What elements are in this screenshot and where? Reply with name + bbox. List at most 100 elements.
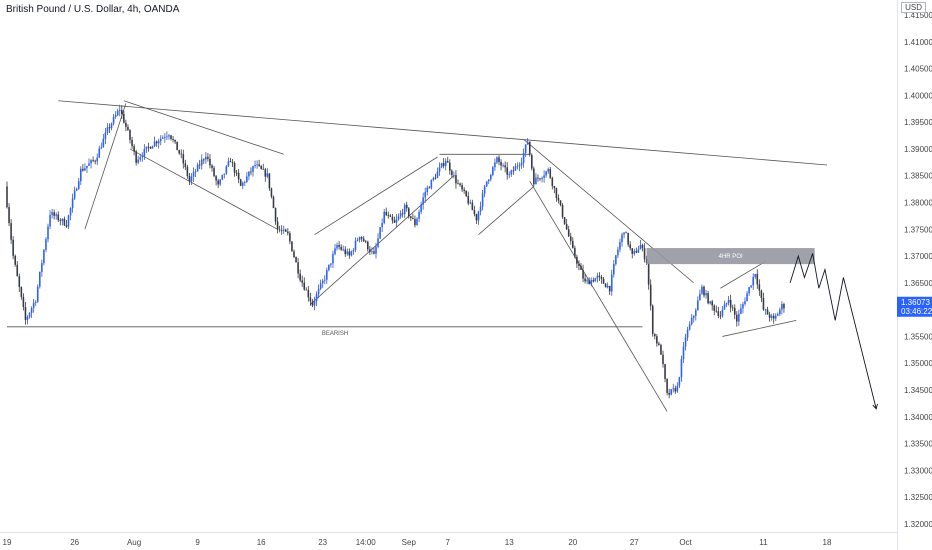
candle-body — [373, 251, 375, 254]
candle-body — [184, 163, 187, 168]
candle — [578, 260, 580, 271]
candle — [494, 158, 496, 171]
candle-body — [280, 230, 283, 232]
candle-body — [272, 196, 275, 208]
candle — [633, 248, 636, 256]
candle — [237, 169, 240, 184]
candle-body — [777, 314, 779, 316]
candle-body — [438, 167, 441, 172]
candle — [186, 164, 189, 179]
candle-body — [504, 165, 506, 168]
candle — [188, 172, 191, 185]
candle-body — [139, 157, 142, 160]
candle — [75, 187, 78, 192]
candle-body — [8, 207, 10, 224]
candle — [451, 169, 453, 178]
candle-body — [633, 251, 636, 254]
price-tick-label: 1.39500 — [904, 118, 932, 127]
candle — [203, 158, 205, 164]
candle-body — [162, 137, 164, 139]
candle-body — [330, 263, 332, 265]
candle — [26, 315, 29, 325]
candle — [16, 261, 19, 277]
candle-body — [364, 241, 367, 243]
trendlines-layer[interactable] — [7, 100, 828, 412]
candle-body — [639, 244, 642, 250]
candle-body — [323, 279, 326, 281]
candle-body — [34, 301, 37, 303]
candle-body — [200, 159, 203, 166]
candle-body — [713, 305, 716, 311]
candle — [369, 246, 371, 255]
candle — [73, 186, 76, 200]
candle — [133, 144, 135, 156]
candle — [149, 146, 152, 149]
candle — [660, 343, 662, 355]
candle-body — [699, 293, 701, 301]
candle — [356, 237, 359, 242]
price-axis[interactable]: 1.41500 1.41000 1.40500 1.40000 1.39500 1.390… — [904, 11, 932, 529]
time-axis[interactable]: 19 26 Aug 9 16 23 14:00 Sep 7 13 20 27 Oct 11 18 — [3, 538, 832, 547]
currency-badge[interactable]: USD — [901, 2, 926, 13]
bearish-label: BEARISH — [322, 331, 348, 337]
candle-body — [559, 200, 562, 206]
candle-body — [666, 378, 668, 393]
candle-body — [334, 248, 336, 255]
candle-body — [258, 164, 260, 166]
candle — [350, 250, 353, 257]
candle-body — [588, 280, 590, 285]
candle-body — [432, 177, 435, 180]
candle-body — [108, 127, 111, 129]
candle — [22, 293, 25, 311]
candle-body — [207, 156, 209, 159]
candle-body — [348, 251, 351, 256]
candle — [225, 165, 228, 175]
candle — [719, 310, 722, 320]
candle-body — [578, 263, 580, 266]
candle — [248, 171, 250, 181]
candle — [444, 158, 447, 171]
candle — [270, 187, 273, 199]
candle — [643, 243, 646, 263]
candle — [227, 157, 230, 167]
candle — [100, 142, 103, 150]
candle — [524, 144, 527, 158]
time-tick-label: 14:00 — [356, 538, 377, 547]
candle — [537, 174, 539, 182]
candle — [387, 211, 390, 219]
candle — [465, 190, 467, 198]
candle-body — [321, 280, 324, 284]
candle — [164, 132, 166, 143]
candle-body — [43, 249, 45, 264]
candle — [629, 241, 631, 251]
candle-body — [239, 179, 242, 186]
candle — [28, 312, 31, 319]
trendline — [478, 186, 535, 235]
poi-zone[interactable]: 4HR POI — [646, 248, 815, 265]
candle-body — [584, 278, 586, 282]
candle — [332, 250, 334, 268]
candle — [223, 173, 226, 179]
price-tick-label: 1.40000 — [904, 91, 932, 100]
candle — [455, 170, 457, 189]
projection-path[interactable] — [789, 253, 878, 410]
candle-body — [135, 151, 137, 163]
candle — [403, 203, 406, 219]
candle — [385, 207, 388, 217]
candle-body — [602, 278, 605, 284]
candle — [104, 128, 107, 145]
candle — [592, 277, 595, 283]
candle-body — [65, 225, 68, 227]
candle-body — [748, 287, 750, 294]
candle — [168, 134, 170, 140]
candle-body — [512, 170, 515, 172]
last-price-value: 1.36073 — [901, 298, 930, 307]
candle-body — [346, 251, 349, 255]
price-tick-label: 1.37000 — [904, 252, 932, 261]
candle-body — [412, 217, 414, 219]
candle-body — [358, 236, 361, 240]
candle — [446, 156, 449, 163]
candle-body — [781, 303, 783, 310]
candle-body — [752, 277, 754, 286]
